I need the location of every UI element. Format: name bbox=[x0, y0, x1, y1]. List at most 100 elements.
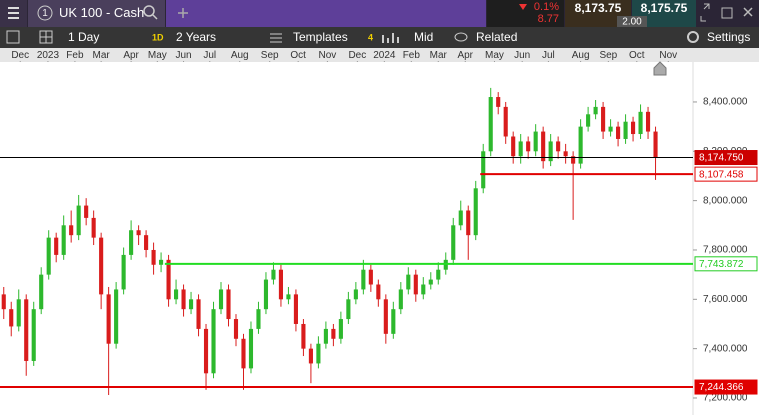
menu-button[interactable] bbox=[0, 0, 27, 27]
date-axis bbox=[0, 48, 759, 62]
candle-body bbox=[338, 319, 343, 339]
add-tab[interactable] bbox=[178, 8, 188, 18]
candle-body bbox=[451, 225, 456, 260]
candle-body bbox=[9, 309, 14, 327]
settings[interactable]: Settings bbox=[707, 30, 750, 44]
scroll-to-latest[interactable] bbox=[653, 61, 667, 76]
candle-body bbox=[578, 126, 583, 164]
candle-body bbox=[196, 299, 201, 329]
candle-body bbox=[608, 126, 613, 132]
x-tick-label: May bbox=[485, 50, 504, 61]
x-tick-label: Oct bbox=[290, 50, 306, 61]
maximize-icon[interactable] bbox=[721, 7, 733, 19]
price-type[interactable]: Mid bbox=[414, 30, 433, 44]
layout-icon-grid bbox=[40, 31, 52, 43]
interval[interactable]: 1 Day bbox=[68, 30, 99, 44]
x-tick-label: Jul bbox=[203, 50, 216, 61]
candle-body bbox=[144, 235, 149, 250]
price-level-tag bbox=[694, 150, 758, 166]
price-level-label: 7,244.366 bbox=[699, 382, 744, 393]
candle-body bbox=[503, 106, 508, 137]
candle-body bbox=[436, 269, 441, 280]
down-arrow bbox=[519, 4, 527, 10]
related-icon bbox=[454, 32, 468, 42]
candle-body bbox=[601, 106, 606, 132]
x-tick-label: Jun bbox=[175, 50, 191, 61]
indicators-count: 4 bbox=[368, 32, 373, 42]
x-tick-label: Jun bbox=[514, 50, 530, 61]
candle-body bbox=[331, 328, 336, 339]
x-tick-label: Feb bbox=[66, 50, 84, 61]
candle-body bbox=[308, 348, 313, 364]
x-tick-label: Sep bbox=[261, 50, 279, 61]
candle-body bbox=[166, 259, 171, 300]
candle-body bbox=[121, 254, 126, 290]
candle-body bbox=[413, 274, 418, 295]
price-level-tag bbox=[694, 256, 758, 272]
candle-body bbox=[616, 126, 621, 139]
list-icon[interactable] bbox=[6, 30, 20, 44]
x-tick-label: Mar bbox=[430, 50, 448, 61]
candle-body bbox=[518, 141, 523, 157]
toolbar bbox=[0, 27, 759, 48]
candle-body bbox=[571, 156, 576, 164]
x-tick-label: Mar bbox=[93, 50, 111, 61]
sell-price: 8,173.75 bbox=[575, 1, 622, 15]
candle-body bbox=[69, 225, 74, 236]
candle-body bbox=[496, 97, 501, 107]
candle-body bbox=[46, 237, 51, 275]
spread: 2.00 bbox=[622, 17, 642, 28]
templates[interactable]: Templates bbox=[293, 30, 348, 44]
x-tick-label: Feb bbox=[403, 50, 421, 61]
candle-body bbox=[638, 111, 643, 135]
x-tick-label: Dec bbox=[11, 50, 29, 61]
candle-body bbox=[428, 279, 433, 285]
candle-body bbox=[173, 289, 179, 300]
settings-icon bbox=[687, 31, 699, 43]
candle-body bbox=[376, 284, 381, 300]
candle-body bbox=[129, 230, 134, 255]
instrument-name: UK 100 - Cash bbox=[59, 5, 144, 20]
candle-body bbox=[316, 343, 321, 364]
candle-body bbox=[188, 299, 194, 310]
candle-body bbox=[248, 328, 254, 369]
related[interactable]: Related bbox=[476, 30, 517, 44]
pop-out-icon[interactable] bbox=[700, 3, 710, 22]
candle-body bbox=[563, 151, 568, 157]
candle-body bbox=[31, 309, 36, 361]
candle-body bbox=[301, 323, 306, 349]
instrument-box[interactable]: 1 UK 100 - Cash bbox=[28, 0, 165, 27]
y-tick-label: 7,600.000 bbox=[703, 294, 748, 305]
x-tick-label: May bbox=[148, 50, 167, 61]
x-tick-label: Dec bbox=[348, 50, 366, 61]
candle-body bbox=[346, 299, 351, 320]
x-tick-label: Apr bbox=[457, 50, 473, 61]
candle-body bbox=[211, 309, 216, 374]
candle-body bbox=[623, 121, 628, 139]
candle-body bbox=[278, 269, 284, 300]
candle-body bbox=[24, 299, 29, 361]
candle-body bbox=[548, 141, 553, 162]
candle-body bbox=[151, 249, 156, 265]
candle-body bbox=[653, 131, 658, 158]
candle-body bbox=[293, 294, 298, 324]
index-circle bbox=[37, 5, 53, 21]
candle-body bbox=[76, 205, 81, 236]
y-tick-label: 8,000.000 bbox=[703, 195, 748, 206]
candle-body bbox=[406, 274, 411, 290]
candle-body bbox=[421, 284, 426, 295]
y-tick-label: 7,800.000 bbox=[703, 245, 748, 256]
close-icon[interactable] bbox=[743, 7, 753, 17]
candle-body bbox=[54, 237, 59, 255]
candle-body bbox=[233, 319, 239, 339]
x-tick-label: Nov bbox=[659, 50, 677, 61]
tab-strip bbox=[166, 0, 486, 27]
x-tick-label: Apr bbox=[123, 50, 139, 61]
candle-body bbox=[481, 151, 486, 189]
candle-body bbox=[511, 136, 516, 157]
x-tick-label: 2024 bbox=[373, 50, 396, 61]
candle-body bbox=[533, 131, 538, 152]
candle-body bbox=[226, 289, 231, 320]
range[interactable]: 2 Years bbox=[176, 30, 216, 44]
candle-body bbox=[16, 299, 21, 327]
